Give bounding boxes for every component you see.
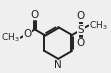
Text: O: O [77,11,85,21]
Text: O: O [23,29,32,39]
Text: S: S [78,25,84,35]
Text: O: O [31,10,39,20]
Text: O: O [77,38,85,48]
Text: CH$_3$: CH$_3$ [1,32,20,44]
Text: CH$_3$: CH$_3$ [89,19,107,32]
Text: N: N [54,60,62,70]
